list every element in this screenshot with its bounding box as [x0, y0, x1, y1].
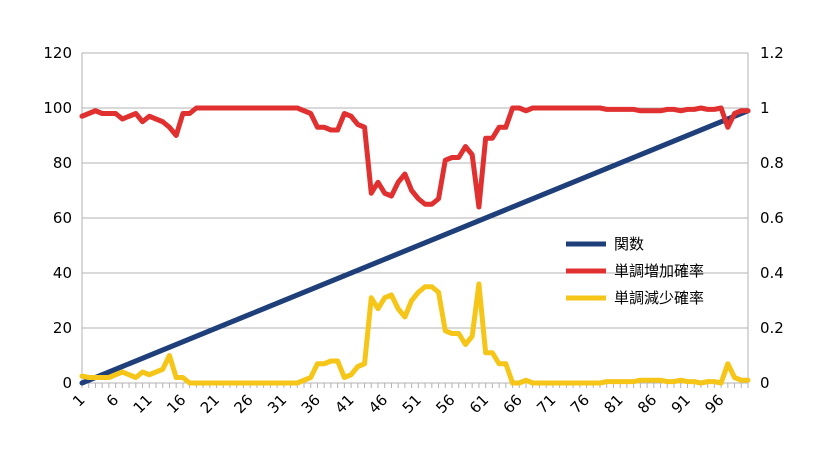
x-tick-label: 71: [533, 391, 559, 417]
y-left-tick-label: 20: [53, 319, 72, 337]
axes: [81, 53, 749, 388]
y-right-tick-label: 0.6: [760, 209, 784, 227]
y-right-tick-label: 1: [760, 99, 770, 117]
x-tick-label: 31: [264, 391, 290, 417]
series-line-increase-prob: [79, 105, 751, 210]
y-left-tick-label: 60: [53, 209, 72, 227]
x-tick-label: 1: [69, 391, 88, 410]
x-tick-label: 36: [298, 391, 324, 417]
x-tick-label: 96: [701, 391, 727, 417]
x-tick-label: 81: [600, 391, 626, 417]
y-right-tick-label: 0: [760, 374, 770, 392]
series-lines: [79, 105, 751, 386]
y-right-tick-label: 0.4: [760, 264, 784, 282]
x-tick-label: 56: [432, 391, 458, 417]
y-left-tick-label: 40: [53, 264, 72, 282]
legend-label: 単調増加確率: [614, 262, 704, 280]
y-left-tick-label: 120: [43, 44, 72, 62]
y-left-tick-label: 100: [43, 99, 72, 117]
x-tick-label: 91: [668, 391, 694, 417]
y-right-tick-label: 1.2: [760, 44, 784, 62]
legend-label: 単調減少確率: [614, 289, 704, 307]
x-tick-label: 51: [399, 391, 425, 417]
x-tick-label: 41: [331, 391, 357, 417]
y-right-tick-label: 0.8: [760, 154, 784, 172]
legend-label: 関数: [614, 235, 644, 253]
y-left-tick-label: 0: [62, 374, 72, 392]
x-tick-label: 86: [634, 391, 660, 417]
gridlines: [82, 52, 748, 384]
x-tick-label: 11: [130, 391, 156, 417]
series-line-function: [79, 108, 751, 386]
x-tick-label: 26: [230, 391, 256, 417]
x-tick-label: 6: [103, 391, 122, 410]
x-tick-label: 66: [500, 391, 526, 417]
series-line-decrease-prob: [79, 281, 751, 386]
x-tick-label: 16: [163, 391, 189, 417]
x-tick-label: 76: [567, 391, 593, 417]
x-tick-label: 21: [197, 391, 223, 417]
y-left-tick-label: 80: [53, 154, 72, 172]
y-right-tick-label: 0.2: [760, 319, 784, 337]
x-tick-label: 46: [365, 391, 391, 417]
x-tick-label: 61: [466, 391, 492, 417]
